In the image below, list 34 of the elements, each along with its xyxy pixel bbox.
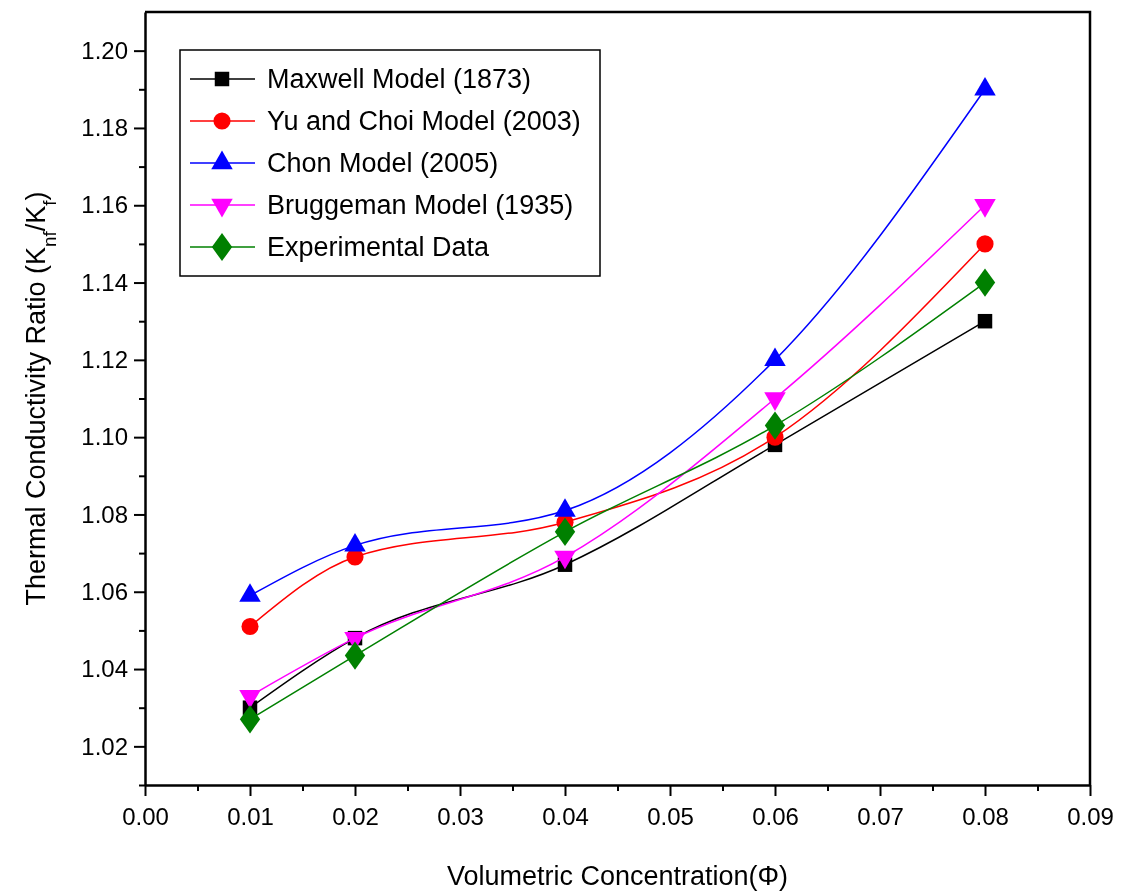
point xyxy=(241,618,259,636)
x-axis-title: Volumetric Concentration(Φ) xyxy=(446,861,789,891)
x-tick-label: 0.06 xyxy=(752,803,799,830)
y-tick-label: 1.10 xyxy=(81,423,128,451)
legend-label: Chon Model (2005) xyxy=(267,148,499,178)
point xyxy=(554,517,576,546)
x-tick-label: 0.08 xyxy=(962,803,1009,830)
y-tick-label: 1.14 xyxy=(81,268,128,296)
x-tick-label: 0.02 xyxy=(332,803,379,830)
point xyxy=(976,235,994,253)
y-tick-label: 1.08 xyxy=(81,500,128,528)
x-tick-label: 0.01 xyxy=(227,803,274,830)
point xyxy=(974,268,996,297)
point xyxy=(344,641,366,670)
y-tick-label: 1.18 xyxy=(81,114,128,142)
x-tick-label: 0.04 xyxy=(542,803,589,830)
x-tick-label: 0.07 xyxy=(857,803,904,830)
point xyxy=(239,705,261,734)
y-tick-label: 1.20 xyxy=(81,36,128,64)
y-tick-label: 1.02 xyxy=(81,732,128,760)
y-tick-label: 1.16 xyxy=(81,191,128,219)
y-tick-label: 1.12 xyxy=(81,346,128,374)
legend-label: Bruggeman Model (1935) xyxy=(267,190,574,220)
x-tick-label: 0.00 xyxy=(122,803,169,830)
x-tick-label: 0.09 xyxy=(1067,803,1114,830)
legend-label: Maxwell Model (1873) xyxy=(267,64,532,94)
x-tick-label: 0.05 xyxy=(647,803,694,830)
legend-label: Experimental Data xyxy=(267,232,491,262)
legend-label: Yu and Choi Model (2003) xyxy=(267,106,581,136)
y-tick-label: 1.06 xyxy=(81,577,128,605)
y-tick-label: 1.04 xyxy=(81,655,128,683)
point xyxy=(977,313,993,329)
x-tick-label: 0.03 xyxy=(437,803,484,830)
point xyxy=(764,411,786,440)
